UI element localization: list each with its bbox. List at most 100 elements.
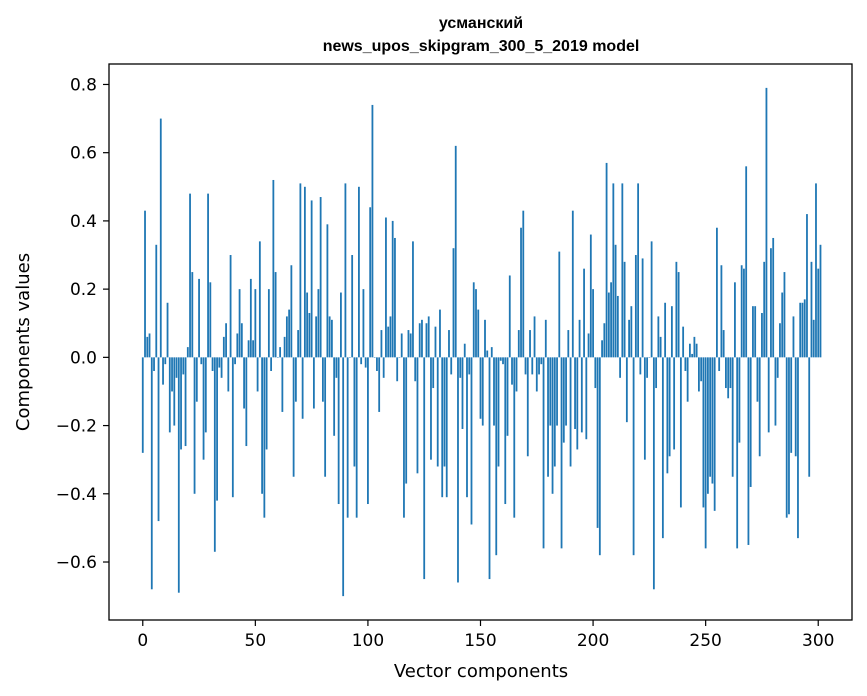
bar [630,306,633,358]
bar [475,289,477,358]
bar [677,272,680,358]
bar [427,316,430,358]
bar [312,357,315,409]
bar [547,357,549,477]
bar [254,289,257,358]
bar [472,282,475,358]
bar [553,357,556,467]
bar [281,357,284,412]
bar [718,357,721,371]
bar [722,330,725,358]
bar [749,357,752,487]
bar [763,261,766,358]
bar [398,357,401,358]
bar [245,357,248,447]
bar [148,333,151,358]
bar [729,357,732,389]
bar [605,162,608,358]
bar [612,183,615,358]
bar [409,333,412,358]
bar [641,258,644,358]
x-tick-label: 200 [577,631,609,651]
bar [150,357,153,590]
bar [367,357,369,505]
bar [772,237,775,358]
bar [803,299,806,358]
bar [799,302,802,358]
bar [688,343,691,358]
bar [794,357,797,457]
bar [797,357,799,539]
bar [301,357,304,419]
bar [173,357,176,426]
bar [243,357,245,409]
bar [691,353,694,358]
bar [806,214,808,358]
bar [511,357,513,385]
bar [200,357,203,365]
y-tick-label: 0.2 [70,280,97,300]
bar [423,357,426,580]
bar [466,357,468,498]
bar [648,357,651,358]
bar [457,357,459,583]
bar [569,357,572,467]
bar [418,323,421,358]
bar [634,255,637,358]
bar [265,357,268,450]
bar [614,244,617,358]
bar [499,357,502,361]
bar [324,357,327,477]
bar [292,357,295,477]
bar [441,357,444,498]
bar [400,333,403,358]
bar [524,357,527,375]
bar [558,251,561,358]
bar [565,357,567,426]
x-tick-label: 0 [137,631,148,651]
bar [560,357,563,549]
bars-group [141,87,822,597]
bar [589,234,592,358]
bar [506,357,509,436]
bar [168,357,171,433]
bar [520,227,522,358]
bar [272,179,275,358]
bar [396,357,399,382]
bar [362,289,365,358]
bar [526,357,529,457]
bar [713,357,716,511]
bar [745,166,748,358]
bar [184,357,187,447]
bar [488,357,491,580]
bar [394,237,396,358]
bar [198,278,200,358]
bar [308,313,311,358]
bar [682,326,685,358]
bar [549,357,552,426]
bar [342,357,345,597]
bar [227,357,230,392]
y-tick-label: −0.4 [56,485,97,505]
bar [655,357,658,389]
bar [774,357,777,426]
bar [391,220,394,358]
bar [607,292,610,358]
bar [504,357,507,505]
y-axis-ticks: −0.6 −0.4 −0.2 0.0 0.2 0.4 0.6 0.8 [56,75,109,573]
bar [407,330,410,358]
bar [567,330,570,358]
bar [164,357,167,365]
bar [668,357,671,457]
bar [470,357,473,525]
bar [477,309,480,358]
bar [616,295,619,358]
bar [376,357,378,371]
bar [673,357,676,450]
bar [646,357,649,378]
bar [306,292,309,358]
bar [344,183,347,358]
x-tick-label: 100 [352,631,384,651]
bar [698,357,700,392]
